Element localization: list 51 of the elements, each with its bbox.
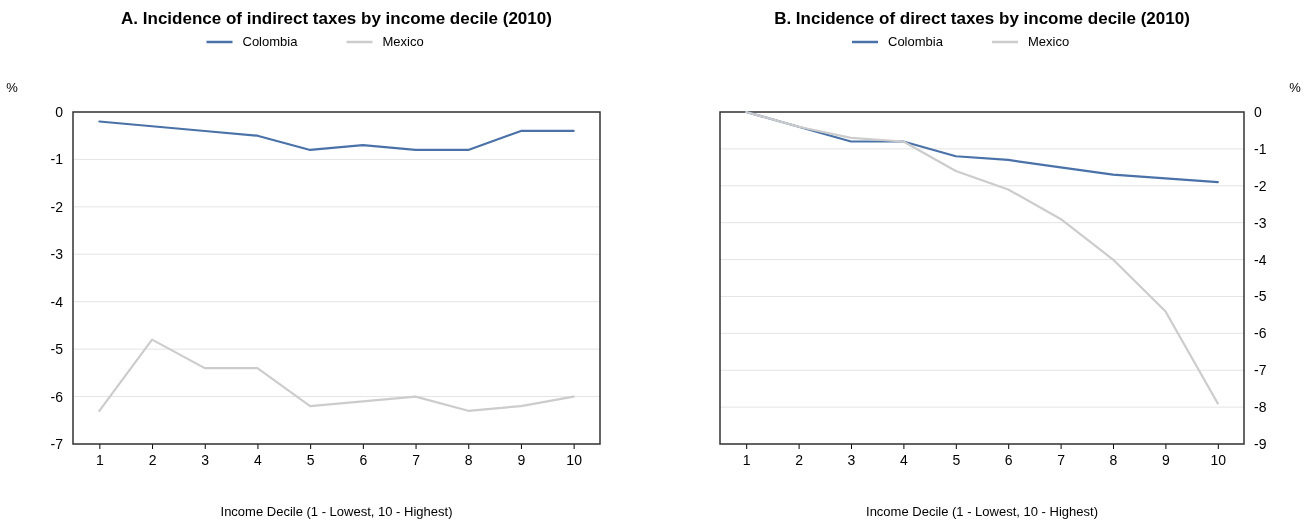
x-tick-label: 1 (742, 451, 751, 468)
legend-label: Mexico (382, 34, 424, 49)
x-tick-label: 6 (1004, 451, 1013, 468)
x-tick-label: 5 (306, 451, 315, 468)
line-series (745, 110, 1219, 405)
line-series (98, 120, 575, 152)
y2-tick-label: -8 (1254, 399, 1267, 416)
x-tick-label: 1 (95, 451, 104, 468)
y2-tick-label: -7 (1254, 362, 1267, 379)
y2-tick-label: -6 (1254, 325, 1267, 342)
y2-tick-label: 0 (1254, 103, 1262, 120)
x-tick-label: 7 (412, 451, 421, 468)
y2-tick-label: -3 (1254, 214, 1267, 231)
legend-label: Colombia (888, 34, 944, 49)
x-tick-label: 4 (900, 451, 908, 468)
x-tick-label: 2 (795, 451, 804, 468)
x-tick-label: 6 (359, 451, 368, 468)
legend-label: Mexico (1028, 34, 1070, 49)
x-tick-label: 4 (254, 451, 263, 468)
x-tick-label: 7 (1057, 451, 1066, 468)
chart-title: B. Incidence of direct taxes by income decile (2010) (774, 9, 1190, 28)
y2-tick-label: -1 (1254, 140, 1267, 157)
x-axis-title: Income Decile (1 - Lowest, 10 - Highest) (220, 504, 453, 519)
x-tick-label: 2 (148, 451, 157, 468)
y2-tick-label: -2 (1254, 177, 1267, 194)
y-tick-label: -1 (50, 151, 64, 168)
x-tick-label: 3 (201, 451, 210, 468)
y-tick-label: -4 (50, 293, 64, 310)
x-tick-label: 8 (464, 451, 473, 468)
x-tick-label: 10 (1210, 451, 1227, 468)
chart-title: A. Incidence of indirect taxes by income decile (2010) (121, 9, 552, 28)
y-tick-label: -3 (50, 246, 64, 263)
y-axis-title: % (6, 80, 19, 95)
y-tick-label: -6 (50, 388, 64, 405)
y-tick-label: -2 (50, 198, 64, 215)
legend-label: Colombia (242, 34, 299, 49)
x-axis-title: Income Decile (1 - Lowest, 10 - Highest) (866, 504, 1098, 519)
x-tick-label: 9 (517, 451, 526, 468)
x-tick-label: 8 (1109, 451, 1118, 468)
y2-axis-title: % (1289, 80, 1302, 95)
y2-tick-label: -4 (1254, 251, 1267, 268)
x-tick-label: 9 (1162, 451, 1170, 468)
y-tick-label: -7 (50, 435, 64, 452)
y-tick-label: -5 (50, 341, 64, 358)
y-tick-label: 0 (55, 103, 64, 120)
x-tick-label: 5 (952, 451, 961, 468)
y2-tick-label: -5 (1254, 288, 1267, 305)
line-series (98, 338, 575, 412)
y2-tick-label: -9 (1254, 435, 1267, 452)
x-tick-label: 10 (566, 451, 583, 468)
x-tick-label: 3 (847, 451, 856, 468)
